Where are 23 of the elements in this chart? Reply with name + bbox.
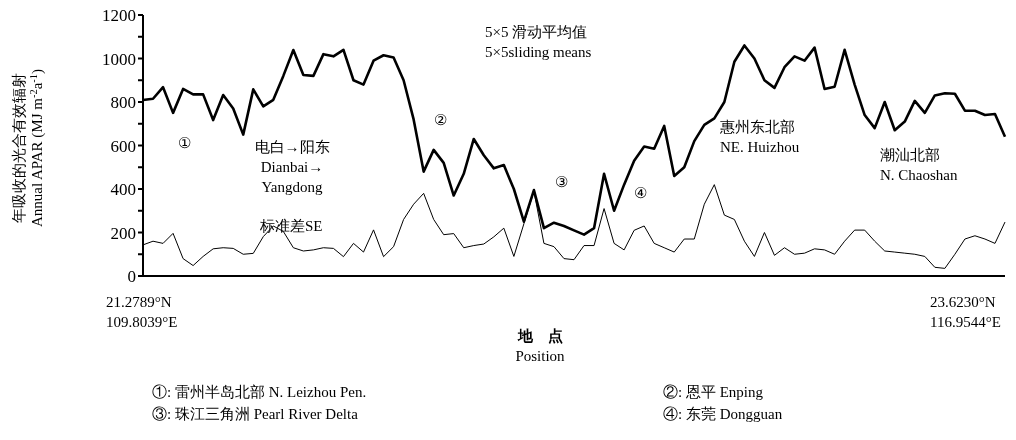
y-tick-label: 0	[127, 267, 136, 287]
text: ①: 雷州半岛北部 N. Leizhou Pen.	[152, 383, 367, 402]
text: 21.2789°N 109.8039°E	[106, 293, 178, 332]
y-tick-label: 600	[110, 136, 136, 156]
annotation: ③	[555, 173, 568, 192]
y-tick-label: 400	[110, 180, 136, 200]
annotation: 电白→阳东 Dianbai→ Yangdong	[254, 138, 330, 197]
y-tick-label: 800	[110, 93, 136, 113]
annotation: 惠州东北部 NE. Huizhou	[720, 118, 800, 157]
annotation: ④	[634, 184, 647, 203]
annotation: 标准差SE	[260, 217, 323, 236]
annotation: ①	[178, 134, 191, 153]
annotation: 潮汕北部 N. Chaoshan	[880, 146, 958, 185]
text: ②: 恩平 Enping	[663, 383, 763, 402]
y-tick-label: 1200	[102, 6, 136, 26]
y-tick-label: 1000	[102, 49, 136, 69]
text: ③: 珠江三角洲 Pearl River Delta	[152, 405, 358, 424]
text: 23.6230°N 116.9544°E	[930, 293, 1001, 332]
annotation: 5×5 滑动平均值 5×5sliding means	[485, 23, 592, 62]
annotation: ②	[434, 111, 447, 130]
y-tick-label: 200	[110, 223, 136, 243]
text: ④: 东莞 Dongguan	[663, 405, 783, 424]
x-axis-title: 地 点 Position	[514, 327, 566, 366]
